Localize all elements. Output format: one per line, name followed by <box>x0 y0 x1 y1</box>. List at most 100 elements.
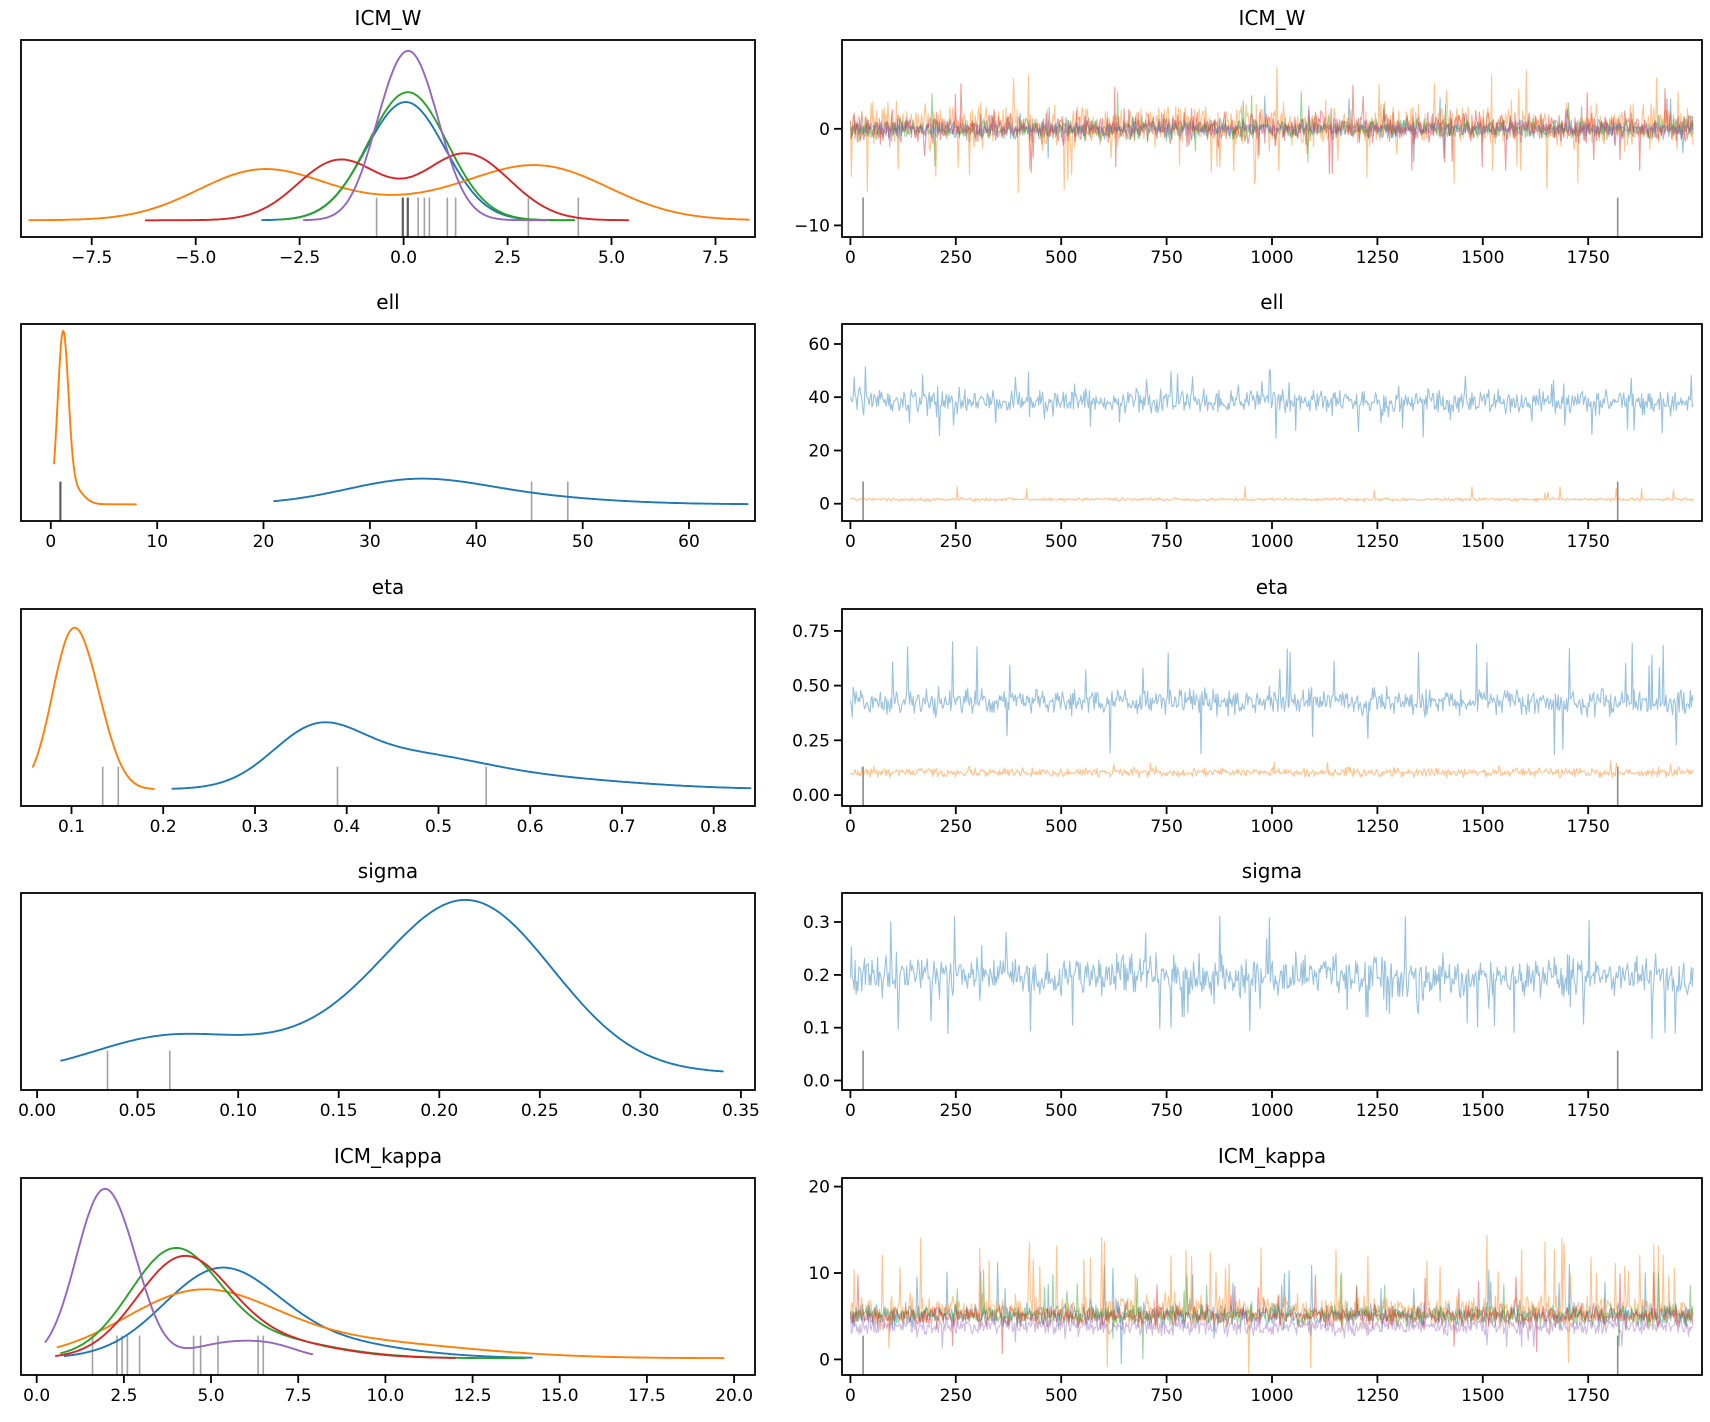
plot-title-icm-kappa-kde: ICM_kappa <box>333 1144 443 1168</box>
subplot-sigma-kde: sigma 0.00 0.05 0.10 0.15 0.20 0.25 0.30 0.35 <box>0 853 778 1137</box>
svg-text:0.1: 0.1 <box>58 817 85 837</box>
svg-text:0: 0 <box>845 1101 856 1121</box>
svg-text:0.30: 0.30 <box>621 1101 659 1121</box>
svg-text:1000: 1000 <box>1250 1386 1293 1406</box>
subplot-icm-kappa-trace: ICM_kappa 0 250 500 750 1000 1250 1500 1750 20 10… <box>778 1138 1710 1422</box>
svg-text:500: 500 <box>1045 817 1077 837</box>
svg-text:1250: 1250 <box>1356 1386 1399 1406</box>
svg-text:2.5: 2.5 <box>110 1386 137 1406</box>
svg-text:0: 0 <box>845 532 856 552</box>
svg-text:750: 750 <box>1150 248 1182 268</box>
svg-text:5.0: 5.0 <box>197 1386 224 1406</box>
trace-canvas-ell: 0 250 500 750 1000 1250 1500 1750 60 40 20 0 <box>808 323 1703 552</box>
svg-text:750: 750 <box>1150 532 1182 552</box>
svg-text:0.3: 0.3 <box>241 817 268 837</box>
svg-text:0.00: 0.00 <box>792 786 830 806</box>
svg-text:60: 60 <box>808 335 830 355</box>
svg-text:500: 500 <box>1045 248 1077 268</box>
svg-text:0: 0 <box>819 120 830 140</box>
svg-text:1250: 1250 <box>1356 1101 1399 1121</box>
svg-text:0: 0 <box>819 495 830 515</box>
svg-text:0: 0 <box>845 817 856 837</box>
kde-canvas-eta: 0.1 0.2 0.3 0.4 0.5 0.6 0.7 0.8 <box>20 608 756 837</box>
svg-text:10: 10 <box>808 1264 830 1284</box>
svg-text:0.50: 0.50 <box>792 677 830 697</box>
kde-canvas-icm-kappa: 0.0 2.5 5.0 7.5 10.0 12.5 15.0 17.5 20.0 <box>20 1177 756 1406</box>
svg-text:1000: 1000 <box>1250 1101 1293 1121</box>
svg-text:2.5: 2.5 <box>494 248 521 268</box>
svg-text:0: 0 <box>819 1350 830 1370</box>
subplot-ell-kde: ell 0 10 20 30 40 50 60 <box>0 284 778 568</box>
subplot-eta-trace: eta 0 250 500 750 1000 1250 1500 1750 0.75 0.50 0.… <box>778 569 1710 853</box>
svg-text:60: 60 <box>678 532 700 552</box>
svg-text:1000: 1000 <box>1250 532 1293 552</box>
plot-title-ell-kde: ell <box>376 290 400 314</box>
trace-canvas-eta: 0 250 500 750 1000 1250 1500 1750 0.75 0.50 0.25 0.… <box>792 608 1703 837</box>
svg-text:1500: 1500 <box>1461 1101 1504 1121</box>
plot-title-icm-w-trace: ICM_W <box>1238 6 1306 30</box>
svg-text:7.5: 7.5 <box>285 1386 312 1406</box>
svg-text:500: 500 <box>1045 1386 1077 1406</box>
svg-text:7.5: 7.5 <box>702 248 729 268</box>
subplot-sigma-trace: sigma 0 250 500 750 1000 1250 1500 1750 0.3 0.2 0.… <box>778 853 1710 1137</box>
svg-text:0.20: 0.20 <box>420 1101 458 1121</box>
svg-text:0.6: 0.6 <box>517 817 544 837</box>
svg-text:750: 750 <box>1150 817 1182 837</box>
svg-text:20.0: 20.0 <box>715 1386 753 1406</box>
svg-text:1750: 1750 <box>1567 248 1610 268</box>
svg-text:0.0: 0.0 <box>23 1386 50 1406</box>
svg-text:0.1: 0.1 <box>803 1019 830 1039</box>
svg-text:500: 500 <box>1045 1101 1077 1121</box>
svg-text:0.15: 0.15 <box>320 1101 358 1121</box>
trace-canvas-sigma: 0 250 500 750 1000 1250 1500 1750 0.3 0.2 0.1 0.0 <box>803 892 1703 1121</box>
svg-text:0.8: 0.8 <box>700 817 727 837</box>
kde-canvas-sigma: 0.00 0.05 0.10 0.15 0.20 0.25 0.30 0.35 <box>18 892 760 1121</box>
svg-text:0: 0 <box>845 248 856 268</box>
plot-title-icm-w-kde: ICM_W <box>354 6 422 30</box>
svg-text:0: 0 <box>45 532 56 552</box>
plot-title-sigma-trace: sigma <box>1241 859 1303 883</box>
svg-text:500: 500 <box>1045 532 1077 552</box>
svg-text:20: 20 <box>253 532 275 552</box>
svg-text:1750: 1750 <box>1567 1386 1610 1406</box>
svg-text:0.25: 0.25 <box>792 731 830 751</box>
plot-title-eta-trace: eta <box>1255 575 1289 599</box>
svg-text:0.3: 0.3 <box>803 913 830 933</box>
svg-text:1500: 1500 <box>1461 532 1504 552</box>
svg-text:0.0: 0.0 <box>390 248 417 268</box>
subplot-icm-w-kde: ICM_W −7.5 −5.0 −2.5 0.0 2.5 5.0 7.5 <box>0 0 778 284</box>
svg-text:250: 250 <box>940 817 972 837</box>
svg-text:0.05: 0.05 <box>119 1101 157 1121</box>
svg-text:40: 40 <box>808 388 830 408</box>
svg-text:250: 250 <box>940 532 972 552</box>
svg-text:−2.5: −2.5 <box>279 248 320 268</box>
svg-text:20: 20 <box>808 442 830 462</box>
svg-text:250: 250 <box>940 1386 972 1406</box>
subplot-ell-trace: ell 0 250 500 750 1000 1250 1500 1750 60 40 20 0 <box>778 284 1710 568</box>
svg-text:1500: 1500 <box>1461 248 1504 268</box>
svg-text:750: 750 <box>1150 1386 1182 1406</box>
svg-text:0.10: 0.10 <box>219 1101 257 1121</box>
svg-text:0.2: 0.2 <box>150 817 177 837</box>
subplot-icm-w-trace: ICM_W 0 250 500 750 1000 1250 1500 1750 0 −10 <box>778 0 1710 284</box>
svg-text:1250: 1250 <box>1356 248 1399 268</box>
svg-text:17.5: 17.5 <box>628 1386 666 1406</box>
svg-text:10: 10 <box>146 532 168 552</box>
plot-title-eta-kde: eta <box>371 575 405 599</box>
subplot-eta-kde: eta 0.1 0.2 0.3 0.4 0.5 0.6 0.7 0.8 <box>0 569 778 853</box>
svg-text:1500: 1500 <box>1461 1386 1504 1406</box>
svg-text:1750: 1750 <box>1567 1101 1610 1121</box>
svg-text:1750: 1750 <box>1567 817 1610 837</box>
svg-text:0.5: 0.5 <box>425 817 452 837</box>
svg-text:12.5: 12.5 <box>454 1386 492 1406</box>
svg-text:50: 50 <box>572 532 594 552</box>
svg-text:0.7: 0.7 <box>608 817 635 837</box>
svg-text:15.0: 15.0 <box>541 1386 579 1406</box>
svg-text:−5.0: −5.0 <box>175 248 216 268</box>
svg-text:10.0: 10.0 <box>366 1386 404 1406</box>
svg-text:0.75: 0.75 <box>792 622 830 642</box>
plot-title-sigma-kde: sigma <box>357 859 419 883</box>
svg-text:1500: 1500 <box>1461 817 1504 837</box>
plot-title-icm-kappa-trace: ICM_kappa <box>1217 1144 1327 1168</box>
